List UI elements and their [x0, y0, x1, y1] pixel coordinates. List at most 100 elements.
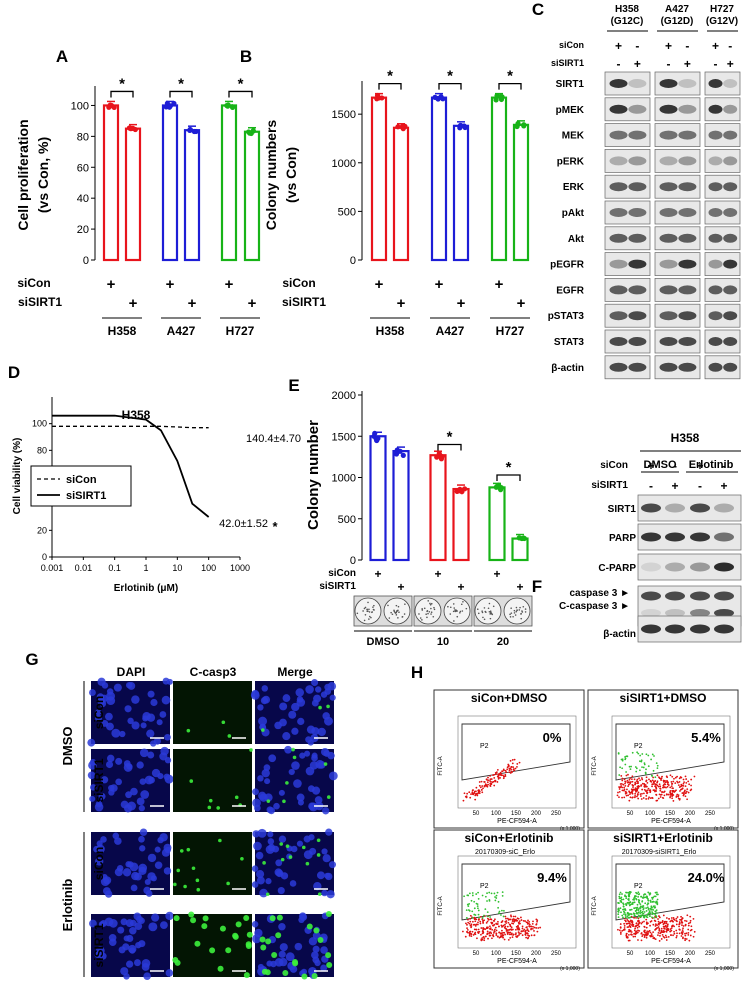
blot-band: [609, 79, 628, 88]
minus-sign: -: [714, 57, 718, 71]
event-red: [516, 765, 518, 768]
blot-band: [708, 208, 723, 217]
blot-band: [723, 208, 738, 217]
event-red: [512, 768, 515, 770]
event-green: [484, 908, 487, 911]
event-red: [656, 927, 658, 929]
plus-sign: +: [647, 459, 654, 473]
event-red: [641, 782, 644, 785]
event-red: [665, 793, 668, 796]
y-axis-title: Colony numbers: [263, 120, 279, 231]
event-red: [495, 929, 498, 932]
blot-band: [609, 259, 628, 269]
nucleus: [257, 775, 264, 782]
event-red: [675, 789, 677, 792]
event-red: [526, 928, 529, 931]
apoptotic-cell: [189, 779, 194, 783]
y-tick-label: 1500: [332, 431, 356, 443]
event-red: [623, 788, 626, 791]
apoptotic-cell: [288, 855, 293, 859]
event-red: [533, 926, 536, 929]
gate-label: P2: [480, 743, 489, 750]
blot-row-label: C-PARP: [598, 563, 636, 574]
event-red: [690, 925, 693, 928]
blot-band: [641, 562, 661, 572]
event-red: [488, 934, 491, 937]
event-red: [537, 927, 540, 929]
bar: [161, 104, 179, 262]
event-green: [643, 893, 646, 896]
x-tick-label: 200: [531, 951, 542, 957]
event-red: [510, 928, 513, 931]
event-red: [493, 777, 496, 779]
event-red: [619, 783, 622, 785]
nucleus: [314, 959, 321, 967]
blot-band: [678, 208, 697, 217]
blot-band: [641, 624, 661, 634]
blot-row-label: SIRT1: [556, 79, 585, 90]
event-green: [477, 891, 479, 894]
event-red: [624, 782, 626, 785]
x-axis-unit: (x 1,000): [560, 966, 580, 972]
event-red: [475, 786, 478, 789]
event-red: [673, 918, 676, 921]
blot-band: [690, 562, 710, 572]
event-green: [651, 753, 654, 756]
event-red: [473, 923, 476, 926]
event-red: [663, 794, 666, 797]
event-red: [682, 925, 685, 927]
apoptotic-cell: [325, 911, 332, 918]
x-tick-label: 250: [705, 951, 716, 957]
event-green: [630, 765, 633, 768]
event-green: [622, 898, 625, 901]
event-red: [671, 797, 674, 800]
event-red: [623, 796, 626, 799]
nucleus: [94, 802, 104, 812]
event-green: [653, 906, 656, 909]
y-axis-title: FITC-A: [438, 896, 444, 915]
event-red: [689, 915, 692, 918]
x-tick-label: 50: [473, 811, 480, 817]
nucleus: [289, 965, 298, 973]
event-red: [663, 926, 665, 928]
x-tick-label: 1000: [230, 563, 250, 573]
gate-p2: [461, 863, 571, 921]
event-red: [672, 934, 674, 937]
blot-band: [690, 532, 710, 542]
colony-dot: [364, 614, 367, 616]
y-tick-label: 2000: [332, 390, 356, 402]
apoptotic-cell: [191, 866, 196, 871]
plus-sign: +: [397, 580, 404, 594]
event-red: [526, 926, 528, 928]
blot-band: [678, 311, 697, 321]
event-red: [508, 769, 511, 772]
event-red: [684, 939, 687, 942]
colony-dot: [491, 613, 494, 616]
event-red: [676, 793, 679, 796]
blot-band: [609, 337, 628, 346]
apoptotic-cell: [201, 923, 208, 930]
event-red: [640, 777, 643, 779]
event-red: [684, 795, 687, 798]
event-green: [494, 899, 497, 902]
nucleus: [282, 694, 291, 702]
event-red: [618, 791, 621, 793]
data-point: [436, 450, 442, 457]
blot-strip: [604, 149, 651, 173]
data-point: [373, 436, 379, 442]
event-green: [648, 910, 651, 913]
event-red: [672, 916, 675, 919]
event-red: [663, 936, 666, 939]
apoptotic-cell: [318, 705, 322, 710]
nucleus: [101, 874, 108, 881]
data-point: [458, 122, 464, 129]
colony-dot: [514, 614, 517, 616]
event-red: [489, 780, 491, 782]
blot-band: [628, 156, 647, 166]
cell-line-label: H727: [496, 324, 525, 338]
event-red: [680, 785, 682, 788]
apoptotic-cell: [311, 973, 318, 980]
event-red: [476, 923, 479, 926]
event-green: [640, 895, 643, 898]
event-red: [486, 781, 489, 784]
